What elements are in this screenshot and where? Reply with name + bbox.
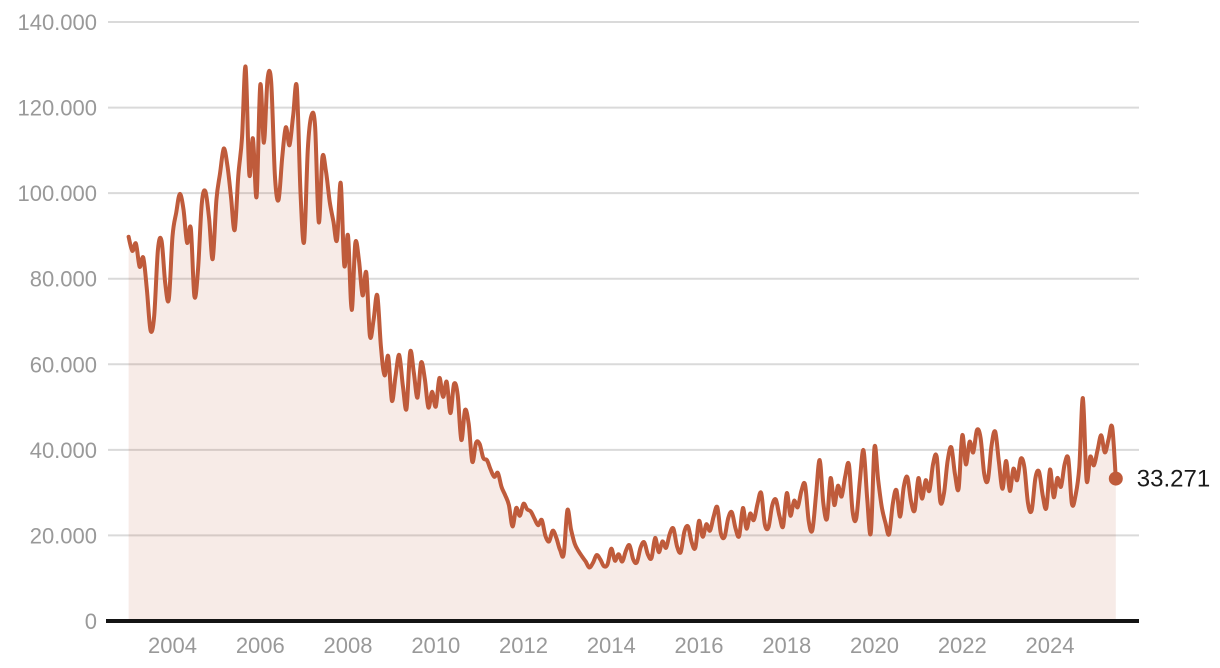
y-axis-tick-label: 60.000: [30, 352, 97, 377]
x-axis-tick-label: 2016: [675, 633, 724, 658]
y-axis-tick-label: 140.000: [17, 10, 97, 35]
x-axis-tick-label: 2006: [236, 633, 285, 658]
x-axis-tick-label: 2004: [148, 633, 197, 658]
x-axis-tick-label: 2020: [850, 633, 899, 658]
last-value-label: 33.271: [1137, 466, 1210, 493]
series-line: [126, 64, 1118, 570]
x-axis-tick-label: 2024: [1026, 633, 1075, 658]
series-area-fill: [128, 66, 1116, 621]
y-axis-tick-label: 0: [85, 609, 97, 634]
y-axis-tick-label: 100.000: [17, 181, 97, 206]
x-axis-tick-label: 2008: [324, 633, 373, 658]
x-axis-tick-label: 2014: [587, 633, 636, 658]
series-layer: [126, 64, 1123, 621]
x-axis-tick-label: 2018: [762, 633, 811, 658]
y-axis-tick-label: 20.000: [30, 523, 97, 548]
x-axis-tick-label: 2010: [411, 633, 460, 658]
x-axis-tick-label: 2012: [499, 633, 548, 658]
x-axis-tick-label: 2022: [938, 633, 987, 658]
last-point-marker: [1108, 471, 1123, 486]
y-axis-tick-label: 80.000: [30, 267, 97, 292]
axis-labels: 33.271 0 20.000 40.000 60.000 80.000 100.000 12…: [17, 10, 1210, 658]
y-axis-tick-label: 40.000: [30, 438, 97, 463]
y-axis-tick-label: 120.000: [17, 96, 97, 121]
